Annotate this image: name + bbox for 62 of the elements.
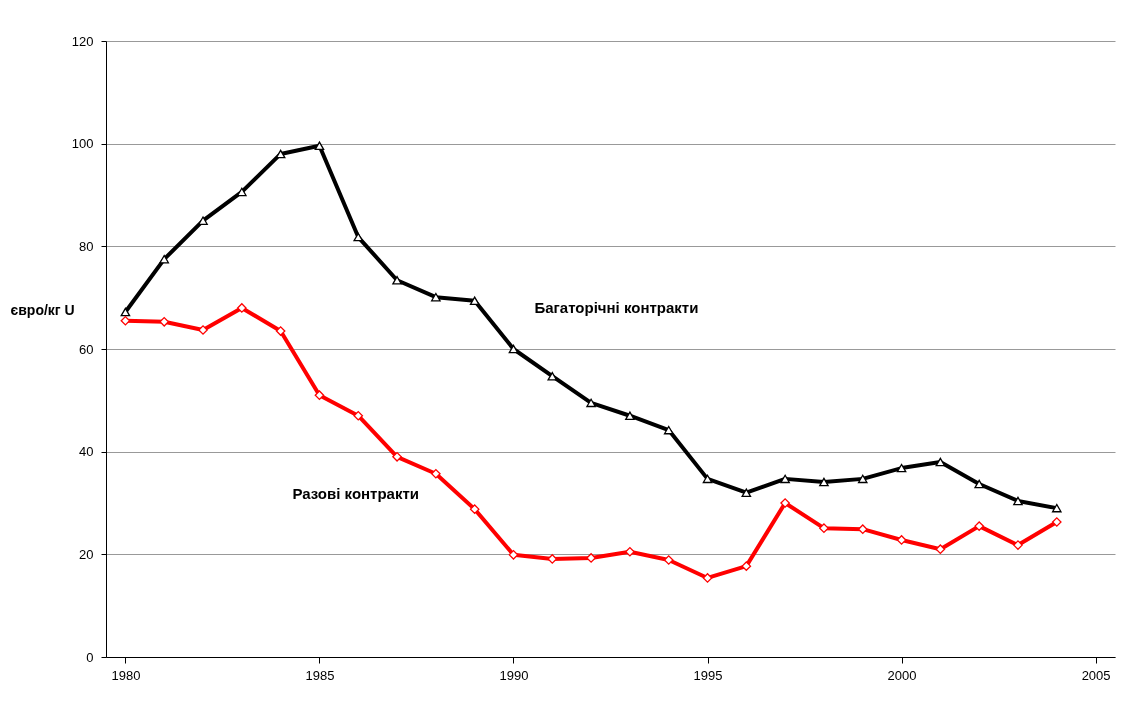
point (469, 296, 480, 306)
point (159, 254, 170, 264)
point (741, 488, 752, 498)
point (586, 553, 596, 563)
point (625, 411, 635, 421)
point (469, 504, 480, 514)
point (508, 550, 519, 560)
point (702, 474, 713, 484)
x-tick-label: 1990 (499, 667, 529, 683)
point (120, 307, 131, 317)
point (663, 425, 674, 435)
point (586, 398, 596, 408)
point (974, 521, 985, 531)
point (1013, 496, 1023, 506)
point (353, 410, 364, 421)
y-tick-label: 0 (86, 649, 94, 665)
x-tick-label: 1995 (693, 667, 723, 683)
x-tick-label: 1985 (305, 667, 335, 683)
point (236, 303, 247, 313)
point (974, 479, 985, 489)
point (625, 546, 635, 557)
point (353, 232, 364, 242)
series-label: Разові контракти (292, 485, 420, 503)
y-tick-label: 100 (71, 136, 94, 152)
y-tick-label: 20 (79, 546, 94, 562)
point (896, 463, 907, 473)
point (159, 316, 170, 327)
y-tick-label: 120 (71, 33, 94, 49)
point (702, 573, 713, 583)
point (1051, 517, 1062, 527)
point (780, 498, 790, 508)
point (935, 457, 946, 467)
text: Багаторічні контракти (534, 299, 699, 316)
point (198, 325, 208, 335)
point (780, 474, 790, 484)
x-tick-label: 2005 (1081, 667, 1111, 683)
point (663, 555, 674, 565)
point (392, 451, 402, 462)
point (431, 468, 441, 479)
point (857, 474, 868, 484)
point (935, 544, 946, 555)
point (392, 275, 402, 285)
point (275, 149, 286, 159)
point (1051, 503, 1062, 513)
point (896, 535, 907, 545)
point (431, 292, 441, 302)
point (819, 523, 829, 533)
point (819, 477, 829, 487)
point (275, 326, 286, 336)
y-tick-label: 60 (79, 341, 94, 357)
y-tick-label: 40 (79, 444, 94, 460)
x-tick-label: 2000 (887, 667, 917, 683)
point (547, 554, 558, 564)
x-tick-label: 1980 (111, 667, 141, 683)
y-tick-label: 80 (79, 238, 94, 254)
point (1013, 540, 1023, 550)
y-axis-title: євро/кг U (10, 301, 75, 318)
point (741, 561, 752, 571)
point (314, 141, 325, 150)
point (314, 390, 325, 401)
point (508, 344, 519, 354)
point (198, 216, 208, 225)
